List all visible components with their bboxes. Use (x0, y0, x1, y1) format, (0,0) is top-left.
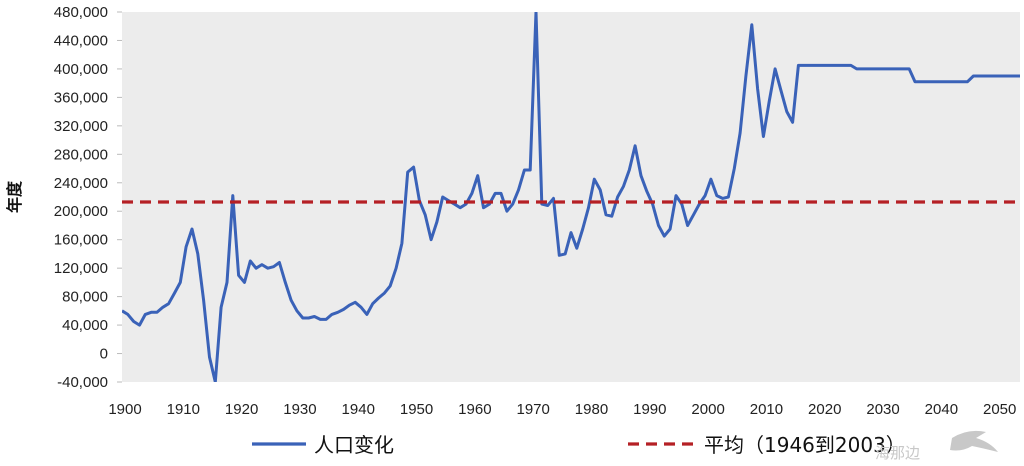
y-tick-label: 80,000 (62, 289, 108, 306)
y-tick-label: 200,000 (54, 203, 108, 220)
watermark-text: 海那边 (875, 444, 920, 462)
y-tick-label: 120,000 (54, 260, 108, 277)
x-tick-label: 1930 (283, 401, 316, 418)
y-tick-label: 480,000 (54, 4, 108, 21)
x-tick-label: 2010 (750, 401, 783, 418)
y-tick-label: 160,000 (54, 232, 108, 249)
y-tick-label: 280,000 (54, 146, 108, 163)
x-tick-label: 1990 (633, 401, 666, 418)
x-tick-label: 2020 (808, 401, 841, 418)
x-tick-label: 2050 (983, 401, 1016, 418)
population-change-line (122, 12, 1020, 382)
y-tick-label: 240,000 (54, 175, 108, 192)
x-tick-label: 1910 (167, 401, 200, 418)
x-tick-label: 2030 (866, 401, 899, 418)
x-tick-label: 1900 (108, 401, 141, 418)
x-tick-label: 1980 (575, 401, 608, 418)
y-axis-ticks: -40,000 0 40,000 80,000 120,000 160,000 200,00… (54, 4, 122, 391)
y-tick-label: 0 (100, 346, 108, 363)
y-tick-label: 40,000 (62, 317, 108, 334)
y-tick-label: 360,000 (54, 89, 108, 106)
legend-label-average: 平均（1946到2003） (704, 433, 906, 457)
x-tick-label: 1960 (458, 401, 491, 418)
series-layer (122, 12, 1020, 382)
y-axis-title: 年度 (5, 180, 24, 213)
y-tick-label: 440,000 (54, 32, 108, 49)
plot-area (122, 12, 1020, 382)
watermark: 海那边 (875, 430, 998, 462)
bird-logo-icon (950, 430, 998, 452)
x-tick-label: 1950 (400, 401, 433, 418)
x-axis-ticks: 1900 1910 1920 1930 1940 1950 1960 1970 1980 1990… (108, 401, 1016, 418)
legend-label-population: 人口变化 (314, 433, 394, 457)
y-tick-label: 400,000 (54, 61, 108, 78)
x-tick-label: 1970 (516, 401, 549, 418)
x-tick-label: 1920 (225, 401, 258, 418)
y-tick-label: -40,000 (57, 374, 108, 391)
y-tick-label: 320,000 (54, 118, 108, 135)
x-tick-label: 2000 (691, 401, 724, 418)
x-tick-label: 1940 (342, 401, 375, 418)
x-tick-label: 2040 (925, 401, 958, 418)
legend: 人口变化 平均（1946到2003） (252, 433, 906, 457)
